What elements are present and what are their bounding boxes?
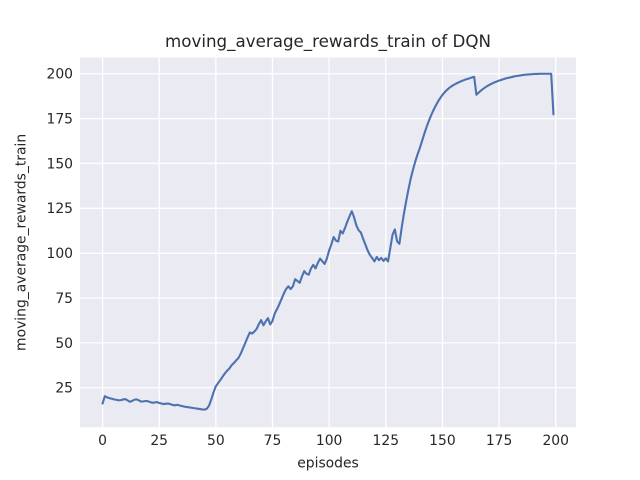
y-tick-label: 150 [46, 156, 73, 172]
x-tick-label: 150 [429, 433, 456, 449]
y-axis-label: moving_average_rewards_train [14, 134, 30, 351]
y-tick-label: 50 [55, 336, 73, 352]
y-tick-label: 100 [46, 246, 73, 262]
x-tick-label: 200 [542, 433, 569, 449]
y-tick-labels: 25 50 75 100 125 150 175 200 [46, 67, 73, 397]
x-tick-label: 175 [486, 433, 513, 449]
x-tick-label: 50 [207, 433, 225, 449]
plot-area [80, 57, 576, 428]
x-tick-label: 125 [373, 433, 400, 449]
y-tick-label: 25 [55, 381, 73, 397]
data-series [101, 72, 555, 411]
y-tick-label: 175 [46, 112, 73, 128]
x-axis-label: episodes [297, 456, 359, 472]
x-tick-label: 100 [316, 433, 343, 449]
x-tick-label: 0 [98, 433, 107, 449]
y-tick-label: 75 [55, 291, 73, 307]
x-tick-labels: 0 25 50 75 100 125 150 175 200 [98, 433, 569, 449]
y-tick-label: 125 [46, 201, 73, 217]
chart-title: moving_average_rewards_train of DQN [165, 31, 491, 52]
series-line [101, 72, 555, 411]
x-tick-label: 25 [150, 433, 168, 449]
x-tick-label: 75 [264, 433, 282, 449]
y-tick-label: 200 [46, 67, 73, 83]
